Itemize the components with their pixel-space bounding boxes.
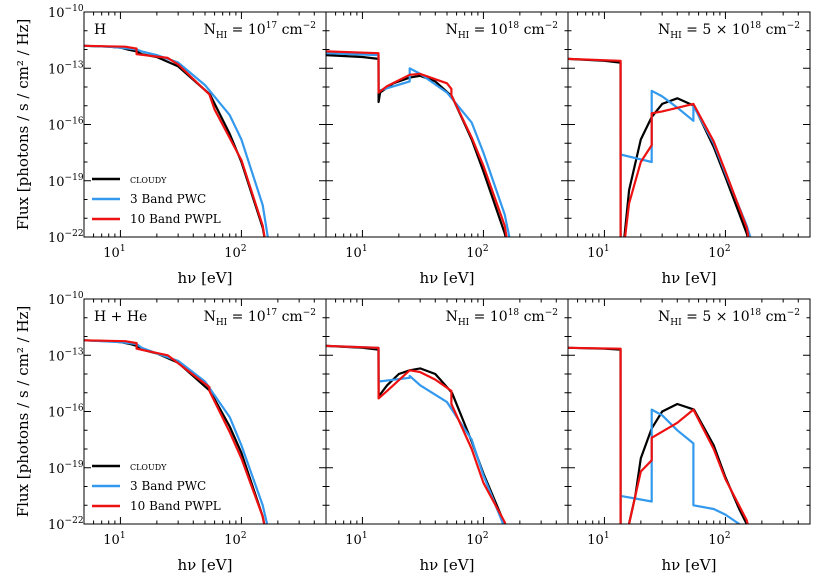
legend-label: 10 Band PWPL xyxy=(130,212,221,226)
series-group xyxy=(326,50,511,237)
legend-label: 3 Band PWC xyxy=(130,192,206,206)
y-tick-label: 10−13 xyxy=(48,60,84,77)
panel-1: 101 102 hν [eV] 10−10 10−13 10−16 10−19 10−22 Fl… xyxy=(14,4,327,287)
x-tick-label: 101 xyxy=(345,244,367,261)
series-cloudy xyxy=(568,346,748,524)
series-group xyxy=(568,57,752,237)
legend-label: 3 Band PWC xyxy=(130,479,206,493)
series-group xyxy=(84,339,269,524)
y-tick-label: 10−22 xyxy=(48,229,84,246)
column-density-label: NHI = 5 × 1018 cm−2 xyxy=(658,21,800,41)
panel-frame xyxy=(325,11,569,238)
panels: 101 102 hν [eV] 10−10 10−13 10−16 10−19 10−22 Fl… xyxy=(14,4,811,574)
legend-label: cloudy xyxy=(130,172,167,186)
column-density-label: NHI = 1018 cm−2 xyxy=(446,308,558,328)
x-tick-label: 102 xyxy=(708,531,730,548)
series-10-band-pwpl xyxy=(568,346,749,524)
y-tick-label: 10−19 xyxy=(48,173,84,190)
x-tick-label: 101 xyxy=(587,531,609,548)
x-tick-label: 101 xyxy=(103,531,125,548)
x-tick-label: 101 xyxy=(345,531,367,548)
column-density-label: NHI = 5 × 1018 cm−2 xyxy=(658,308,800,328)
y-tick-label: 10−10 xyxy=(48,4,84,21)
y-tick-label: 10−10 xyxy=(48,291,84,308)
series-group xyxy=(84,44,269,237)
series-10-band-pwpl xyxy=(84,339,266,524)
y-tick-label: 10−16 xyxy=(48,404,84,421)
series-3-band-pwc xyxy=(84,339,269,524)
series-10-band-pwpl xyxy=(84,44,266,237)
x-tick-label: 102 xyxy=(708,244,730,261)
panel-frame xyxy=(325,298,569,525)
panel-frame xyxy=(567,298,811,525)
y-tick-label: 10−22 xyxy=(48,516,84,533)
series-cloudy xyxy=(326,54,507,237)
panel-3: 101 102 hν [eV] NHI = 5 × 1018 cm−2 xyxy=(567,11,811,287)
series-10-band-pwpl xyxy=(326,50,508,237)
species-label: H + He xyxy=(94,309,147,325)
panel-frame xyxy=(567,11,811,238)
x-axis-label: hν [eV] xyxy=(178,269,233,287)
x-tick-label: 102 xyxy=(224,531,246,548)
x-axis-label: hν [eV] xyxy=(420,269,475,287)
x-axis-label: hν [eV] xyxy=(420,556,475,574)
panel-5: 101 102 hν [eV] NHI = 1018 cm−2 xyxy=(325,298,569,574)
x-axis-label: hν [eV] xyxy=(662,556,717,574)
x-tick-label: 101 xyxy=(103,244,125,261)
legend: cloudy 3 Band PWC 10 Band PWPL xyxy=(92,172,221,226)
species-label: H xyxy=(94,22,106,38)
x-tick-label: 102 xyxy=(466,531,488,548)
legend: cloudy 3 Band PWC 10 Band PWPL xyxy=(92,459,221,513)
panel-6: 101 102 hν [eV] NHI = 5 × 1018 cm−2 xyxy=(567,298,811,574)
column-density-label: NHI = 1017 cm−2 xyxy=(204,308,316,328)
panel-4: 101 102 hν [eV] 10−10 10−13 10−16 10−19 10−22 Fl… xyxy=(14,291,327,574)
series-3-band-pwc xyxy=(326,52,511,237)
series-cloudy xyxy=(326,344,506,524)
x-axis-label: hν [eV] xyxy=(662,269,717,287)
y-axis-label: Flux [photons / s / cm² / Hz] xyxy=(14,19,32,231)
x-tick-label: 102 xyxy=(224,244,246,261)
series-10-band-pwpl xyxy=(326,344,507,524)
panel-2: 101 102 hν [eV] NHI = 1018 cm−2 xyxy=(325,11,569,287)
legend-label: 10 Band PWPL xyxy=(130,499,221,513)
legend-label: cloudy xyxy=(130,459,167,473)
series-3-band-pwc xyxy=(326,344,505,524)
y-axis-label: Flux [photons / s / cm² / Hz] xyxy=(14,306,32,518)
y-tick-label: 10−16 xyxy=(48,117,84,134)
x-tick-label: 101 xyxy=(587,244,609,261)
y-tick-label: 10−13 xyxy=(48,347,84,364)
series-10-band-pwpl xyxy=(568,57,750,237)
series-3-band-pwc xyxy=(620,89,752,237)
y-tick-label: 10−19 xyxy=(48,460,84,477)
series-group xyxy=(568,346,749,524)
column-density-label: NHI = 1017 cm−2 xyxy=(204,21,316,41)
column-density-label: NHI = 1018 cm−2 xyxy=(446,21,558,41)
x-tick-label: 102 xyxy=(466,244,488,261)
series-group xyxy=(326,344,507,524)
x-axis-label: hν [eV] xyxy=(178,556,233,574)
